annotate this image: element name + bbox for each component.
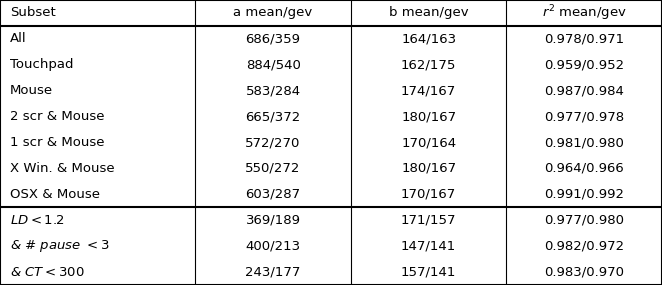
Text: 583/284: 583/284 (246, 84, 301, 97)
Text: 174/167: 174/167 (401, 84, 456, 97)
Text: 2 scr & Mouse: 2 scr & Mouse (10, 110, 105, 123)
Text: 686/359: 686/359 (246, 32, 301, 45)
Text: Touchpad: Touchpad (10, 58, 73, 71)
Text: 0.977/0.978: 0.977/0.978 (544, 110, 624, 123)
Text: Subset: Subset (10, 7, 56, 19)
Text: 0.959/0.952: 0.959/0.952 (544, 58, 624, 71)
Text: & $CT < 300$: & $CT < 300$ (10, 266, 85, 278)
Text: a mean/gev: a mean/gev (234, 7, 312, 19)
Text: 0.982/0.972: 0.982/0.972 (544, 240, 624, 253)
Text: 162/175: 162/175 (401, 58, 456, 71)
Text: $r^2$ mean/gev: $r^2$ mean/gev (542, 3, 626, 23)
Text: 665/372: 665/372 (246, 110, 301, 123)
Text: 0.978/0.971: 0.978/0.971 (544, 32, 624, 45)
Text: 400/213: 400/213 (246, 240, 301, 253)
Text: 884/540: 884/540 (246, 58, 301, 71)
Text: 0.987/0.984: 0.987/0.984 (544, 84, 624, 97)
Text: 157/141: 157/141 (401, 266, 456, 278)
Text: 170/164: 170/164 (401, 136, 456, 149)
Text: 0.991/0.992: 0.991/0.992 (544, 188, 624, 201)
Text: 572/270: 572/270 (246, 136, 301, 149)
Text: Mouse: Mouse (10, 84, 53, 97)
Text: b mean/gev: b mean/gev (389, 7, 469, 19)
Text: 164/163: 164/163 (401, 32, 456, 45)
Text: 170/167: 170/167 (401, 188, 456, 201)
Text: 180/167: 180/167 (401, 162, 456, 175)
Text: 1 scr & Mouse: 1 scr & Mouse (10, 136, 105, 149)
Text: & # pause $< 3$: & # pause $< 3$ (10, 238, 110, 254)
Text: 603/287: 603/287 (246, 188, 301, 201)
Text: 0.964/0.966: 0.964/0.966 (544, 162, 624, 175)
Text: 147/141: 147/141 (401, 240, 456, 253)
Text: All: All (10, 32, 26, 45)
Text: 550/272: 550/272 (246, 162, 301, 175)
Text: $LD < 1.2$: $LD < 1.2$ (10, 214, 65, 227)
Text: 243/177: 243/177 (246, 266, 301, 278)
Text: 0.981/0.980: 0.981/0.980 (544, 136, 624, 149)
Text: 0.983/0.970: 0.983/0.970 (544, 266, 624, 278)
Text: 369/189: 369/189 (246, 214, 301, 227)
Text: OSX & Mouse: OSX & Mouse (10, 188, 100, 201)
Text: 0.977/0.980: 0.977/0.980 (544, 214, 624, 227)
Text: 180/167: 180/167 (401, 110, 456, 123)
Text: X Win. & Mouse: X Win. & Mouse (10, 162, 115, 175)
Text: 171/157: 171/157 (401, 214, 456, 227)
